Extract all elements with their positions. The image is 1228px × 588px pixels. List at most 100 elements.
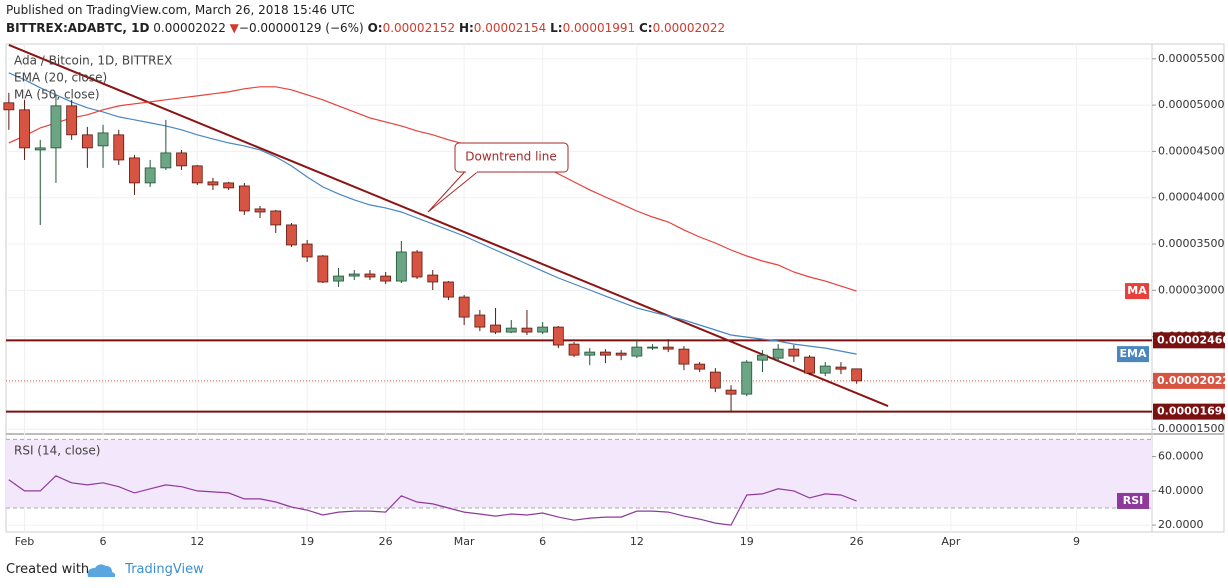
candle-body bbox=[50, 105, 62, 149]
candle-body bbox=[129, 157, 140, 184]
candle-body bbox=[113, 134, 125, 161]
x-tick-label: 26 bbox=[850, 535, 864, 548]
footer-brand[interactable]: TradingView bbox=[125, 562, 204, 577]
series-tag-label: MA bbox=[1127, 284, 1147, 297]
ohlc-value: 0.00002154 bbox=[473, 21, 547, 35]
down-arrow: ▼ bbox=[229, 21, 239, 35]
candle-body bbox=[207, 181, 219, 186]
candle-body bbox=[537, 326, 549, 333]
candle-body bbox=[270, 210, 282, 226]
y-tick-label: 0.00005000 bbox=[1158, 98, 1224, 111]
candle-body bbox=[317, 255, 329, 283]
ohlc-key: H: bbox=[458, 21, 474, 35]
candle-body bbox=[725, 389, 737, 395]
candle-body bbox=[81, 134, 93, 149]
y-tick-label: 0.00001500 bbox=[1158, 422, 1224, 435]
candle-body bbox=[819, 365, 831, 374]
level-label: 0.00001690 bbox=[1157, 405, 1228, 418]
legend-entry: MA (50, close) bbox=[14, 88, 100, 102]
candle-body bbox=[804, 356, 815, 374]
candle-body bbox=[474, 314, 486, 328]
footer-text: Created with bbox=[6, 562, 90, 577]
level-tag bbox=[1153, 332, 1225, 349]
candle-body bbox=[286, 224, 297, 246]
candle-body bbox=[348, 273, 360, 277]
x-tick-label: 19 bbox=[300, 535, 314, 548]
annotation-box bbox=[454, 142, 569, 173]
candle-body bbox=[223, 182, 235, 189]
candle-body bbox=[678, 348, 690, 365]
x-tick-label: 19 bbox=[740, 535, 754, 548]
ohlc-key: L: bbox=[550, 21, 563, 35]
ohlc-key: C: bbox=[638, 21, 653, 35]
ohlc-value: 0.00001991 bbox=[562, 21, 636, 35]
annotation: Downtrend line bbox=[427, 142, 569, 213]
level-label: 0.00002460 bbox=[1157, 333, 1228, 346]
candle-body bbox=[490, 324, 501, 333]
candle-body bbox=[19, 109, 30, 149]
brand-logo bbox=[87, 564, 116, 577]
candle-body bbox=[97, 132, 109, 147]
candle-body bbox=[662, 346, 674, 350]
symbol: BITTREX:ADABTC, 1D bbox=[6, 21, 150, 35]
y-tick-label: 0.00004000 bbox=[1158, 191, 1224, 204]
last-price-label: 0.00002022 bbox=[1157, 374, 1228, 387]
candle-body bbox=[709, 371, 721, 389]
axes: Feb 6 12 19 26 Mar 6 12 19 26 Apr 9 0.00005500 0.0000… bbox=[15, 52, 1225, 548]
candle-body bbox=[380, 275, 392, 282]
annotation-text: Downtrend line bbox=[465, 150, 556, 164]
frame bbox=[5, 43, 1225, 533]
x-tick-label: 6 bbox=[539, 535, 546, 548]
candle-body bbox=[505, 327, 517, 333]
chart-title: Ada / Bitcoin, 1D, BITTREX bbox=[14, 54, 172, 68]
level-tag bbox=[1153, 403, 1225, 420]
last-price-tag bbox=[1153, 372, 1225, 389]
candle-body bbox=[600, 351, 611, 356]
x-tick-label: 12 bbox=[630, 535, 644, 548]
y-tick-label: 0.00005500 bbox=[1158, 52, 1224, 65]
x-tick-label: Apr bbox=[941, 535, 961, 548]
header-published: Published on TradingView.com, March 26, … bbox=[6, 3, 355, 17]
trendline bbox=[8, 44, 889, 407]
ohlc-value: 0.00002152 bbox=[382, 21, 456, 35]
candle-body bbox=[851, 368, 863, 382]
indicator-line bbox=[8, 86, 857, 292]
candle-body bbox=[395, 251, 407, 282]
grid bbox=[6, 44, 1152, 532]
legend-entry: EMA (20, close) bbox=[14, 71, 107, 85]
candle-body bbox=[176, 152, 187, 167]
candle-body bbox=[772, 348, 784, 359]
rsi-band bbox=[6, 439, 1152, 508]
candle-body bbox=[160, 152, 172, 169]
candles bbox=[3, 92, 863, 412]
y-tick-label: 0.00003500 bbox=[1158, 237, 1224, 250]
candle-body bbox=[411, 251, 423, 278]
y-tick-label: 0.00004500 bbox=[1158, 144, 1224, 157]
candle-body bbox=[741, 361, 753, 395]
candle-body bbox=[443, 281, 454, 298]
candle-body bbox=[615, 352, 627, 356]
candle-body bbox=[3, 102, 15, 111]
axis-tags: 0.00002460 0.00001690 0.00002022 EMA MA RSI bbox=[1117, 283, 1228, 509]
header-quote: BITTREX:ADABTC, 1D 0.00002022 ▼−0.000001… bbox=[6, 21, 725, 35]
candle-body bbox=[552, 326, 564, 346]
candle-body bbox=[647, 346, 658, 349]
legend: Ada / Bitcoin, 1D, BITTREX EMA (20, clos… bbox=[14, 54, 172, 458]
candle-body bbox=[835, 366, 847, 370]
y-tick-label: 0.00003000 bbox=[1158, 283, 1224, 296]
candle-body bbox=[521, 327, 533, 333]
x-tick-label: 9 bbox=[1073, 535, 1080, 548]
ohlc-value: 0.00002022 bbox=[652, 21, 726, 35]
change: −0.00000129 (−6%) bbox=[238, 21, 364, 35]
annotation-pointer bbox=[427, 171, 479, 213]
candle-body bbox=[427, 274, 439, 283]
x-tick-label: 6 bbox=[100, 535, 107, 548]
footer: Created with TradingView bbox=[6, 562, 204, 577]
candle-body bbox=[458, 296, 470, 318]
candle-body bbox=[757, 354, 768, 361]
candle-body bbox=[584, 351, 596, 356]
x-tick-label: 26 bbox=[379, 535, 393, 548]
indicator-lines bbox=[8, 44, 889, 526]
indicator-line bbox=[8, 475, 857, 526]
